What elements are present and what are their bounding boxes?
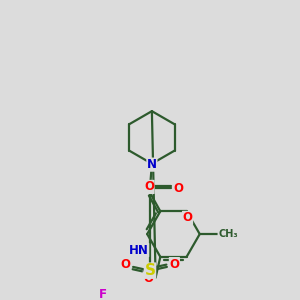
Text: F: F <box>99 288 107 300</box>
Text: O: O <box>173 182 183 195</box>
Text: O: O <box>144 180 154 194</box>
Text: O: O <box>143 272 153 285</box>
Text: O: O <box>182 212 193 224</box>
Text: O: O <box>121 258 130 271</box>
Text: CH₃: CH₃ <box>218 229 238 239</box>
Text: S: S <box>145 263 155 278</box>
Text: HN: HN <box>129 244 149 256</box>
Text: O: O <box>169 258 179 271</box>
Text: N: N <box>147 158 157 171</box>
